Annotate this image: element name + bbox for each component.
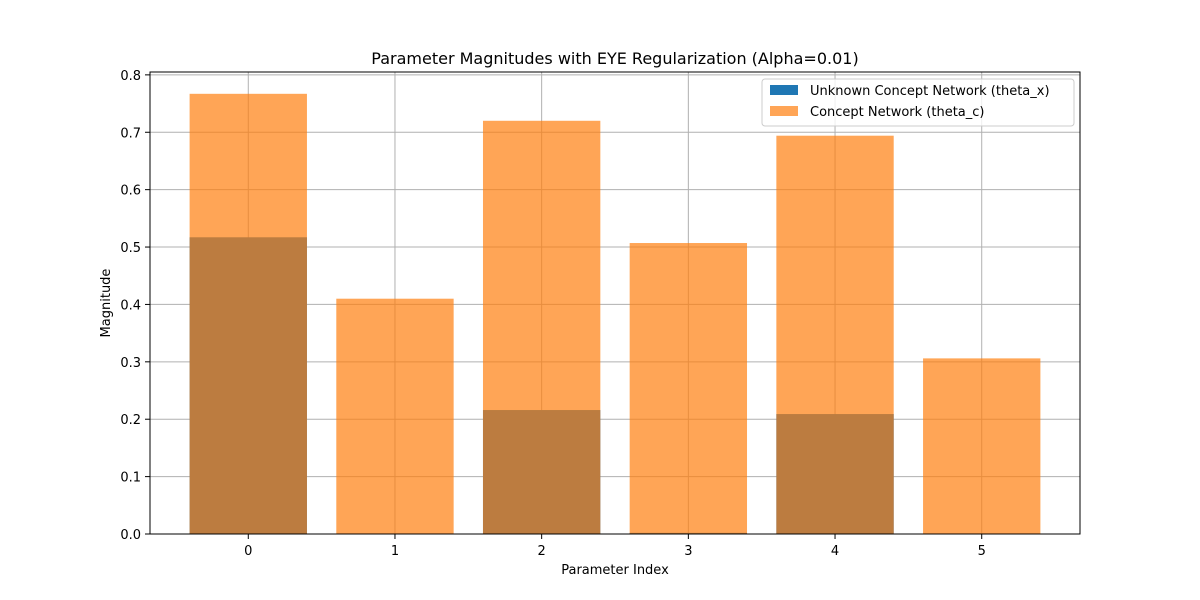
x-tick-label: 1 — [391, 544, 399, 559]
legend-label-theta-c: Concept Network (theta_c) — [810, 105, 985, 120]
y-axis: 0.0 0.1 0.2 0.3 0.4 0.5 0.6 0.7 0.8 — [120, 69, 150, 543]
bar-series-1-index-1 — [336, 298, 454, 534]
y-tick-label: 0.1 — [120, 471, 141, 486]
y-tick-label: 0.4 — [120, 298, 141, 313]
bars — [189, 93, 1041, 535]
y-tick-label: 0.8 — [120, 69, 141, 84]
bar-series-1-index-5 — [923, 358, 1041, 534]
legend: Unknown Concept Network (theta_x) Concep… — [761, 78, 1075, 127]
x-axis-label: Parameter Index — [561, 563, 669, 578]
legend-swatch-theta-c — [770, 106, 798, 116]
x-tick-label: 0 — [244, 544, 252, 559]
bar-series-1-index-0 — [189, 93, 307, 535]
x-tick-label: 3 — [684, 544, 692, 559]
y-tick-label: 0.7 — [120, 126, 141, 141]
legend-label-theta-x: Unknown Concept Network (theta_x) — [810, 84, 1050, 99]
chart-title: Parameter Magnitudes with EYE Regulariza… — [371, 49, 858, 68]
plot-frame — [149, 71, 1081, 535]
x-tick-label: 5 — [978, 544, 986, 559]
bar-series-1-index-3 — [629, 243, 748, 534]
y-tick-label: 0.0 — [120, 528, 141, 543]
x-axis: 0 1 2 3 4 5 — [244, 534, 986, 559]
y-axis-label: Magnitude — [99, 269, 114, 338]
y-tick-label: 0.5 — [120, 241, 141, 256]
y-tick-label: 0.2 — [120, 413, 141, 428]
y-tick-label: 0.3 — [120, 356, 141, 371]
legend-swatch-theta-x — [770, 85, 798, 95]
bar-series-1-index-4 — [776, 135, 894, 534]
x-tick-label: 4 — [831, 544, 839, 559]
x-tick-label: 2 — [538, 544, 546, 559]
bar-series-1-index-2 — [482, 120, 601, 535]
y-tick-label: 0.6 — [120, 184, 141, 199]
legend-box — [761, 78, 1075, 127]
